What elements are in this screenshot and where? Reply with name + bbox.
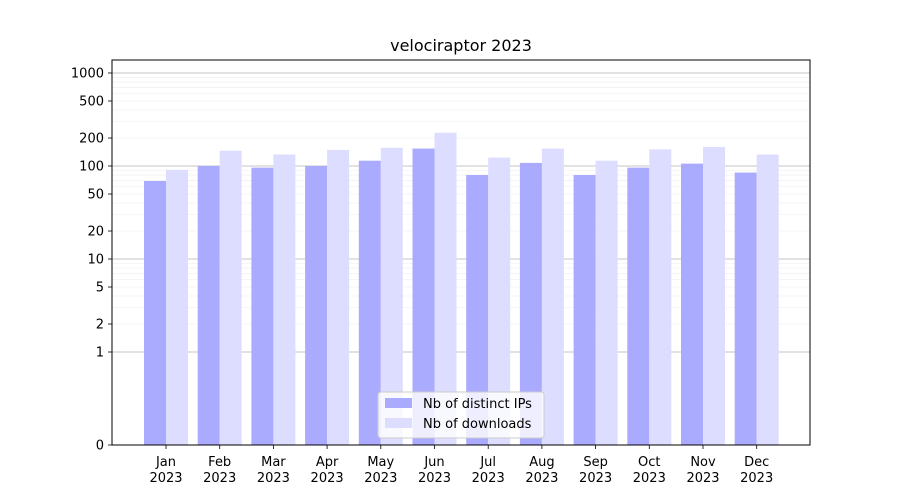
y-tick-label: 50 xyxy=(87,187,104,202)
bar xyxy=(466,175,489,445)
y-tick-label: 2 xyxy=(96,318,104,333)
bar xyxy=(305,166,328,445)
bar xyxy=(273,154,296,445)
legend-box xyxy=(377,391,545,439)
bar xyxy=(519,162,542,445)
bar xyxy=(380,147,403,446)
bar xyxy=(358,160,381,445)
y-tick-label: 0 xyxy=(96,439,104,454)
x-tick-label: Jan 2023 xyxy=(149,455,182,486)
legend-swatch xyxy=(385,418,412,428)
x-tick-label: Dec 2023 xyxy=(740,455,773,486)
x-tick-label: Oct 2023 xyxy=(633,455,666,486)
bar xyxy=(734,172,757,446)
x-tick-label: May 2023 xyxy=(364,455,397,486)
x-tick-label: Sep 2023 xyxy=(579,455,612,486)
bar xyxy=(251,167,274,445)
y-tick-label: 500 xyxy=(79,94,104,109)
bar xyxy=(144,180,166,445)
x-tick-label: Jul 2023 xyxy=(472,455,505,486)
bar xyxy=(197,166,220,445)
y-tick-label: 5 xyxy=(96,280,104,295)
bars xyxy=(144,132,779,446)
legend-label: Nb of distinct IPs xyxy=(423,397,532,412)
y-tick-label: 1000 xyxy=(71,67,104,82)
bar xyxy=(488,157,511,445)
bar xyxy=(649,149,672,445)
y-tick-label: 1 xyxy=(96,346,104,361)
x-axis: Jan 2023 Feb 2023 Mar 2023 Apr 2023 May 2023 Jun 20… xyxy=(149,445,773,486)
chart-title: velociraptor 2023 xyxy=(390,36,532,55)
y-tick-label: 200 xyxy=(79,132,104,147)
y-axis: 0 1 2 5 10 20 50 100 200 500 1000 xyxy=(71,67,112,454)
bar xyxy=(327,149,350,445)
bar xyxy=(541,148,564,445)
bar xyxy=(166,169,188,445)
legend-swatch xyxy=(385,398,412,408)
x-tick-label: Aug 2023 xyxy=(525,455,558,486)
x-tick-label: Nov 2023 xyxy=(686,455,719,486)
x-tick-label: Apr 2023 xyxy=(311,455,344,486)
bar xyxy=(412,148,435,445)
plot-frame xyxy=(111,59,811,446)
bar xyxy=(703,147,725,445)
bar xyxy=(219,150,242,445)
legend: Nb of distinct IPs Nb of downloads xyxy=(377,391,545,439)
y-tick-label: 100 xyxy=(79,160,104,175)
x-tick-label: Mar 2023 xyxy=(257,455,290,486)
legend-label: Nb of downloads xyxy=(423,417,532,432)
bar xyxy=(627,167,650,445)
bar xyxy=(595,160,618,445)
y-tick-label: 10 xyxy=(87,253,104,268)
bar xyxy=(573,175,596,445)
bar xyxy=(756,154,779,445)
bar xyxy=(681,163,703,446)
y-tick-label: 20 xyxy=(87,225,104,240)
x-tick-label: Feb 2023 xyxy=(203,455,236,486)
bar xyxy=(434,132,457,445)
x-tick-label: Jun 2023 xyxy=(418,455,451,486)
